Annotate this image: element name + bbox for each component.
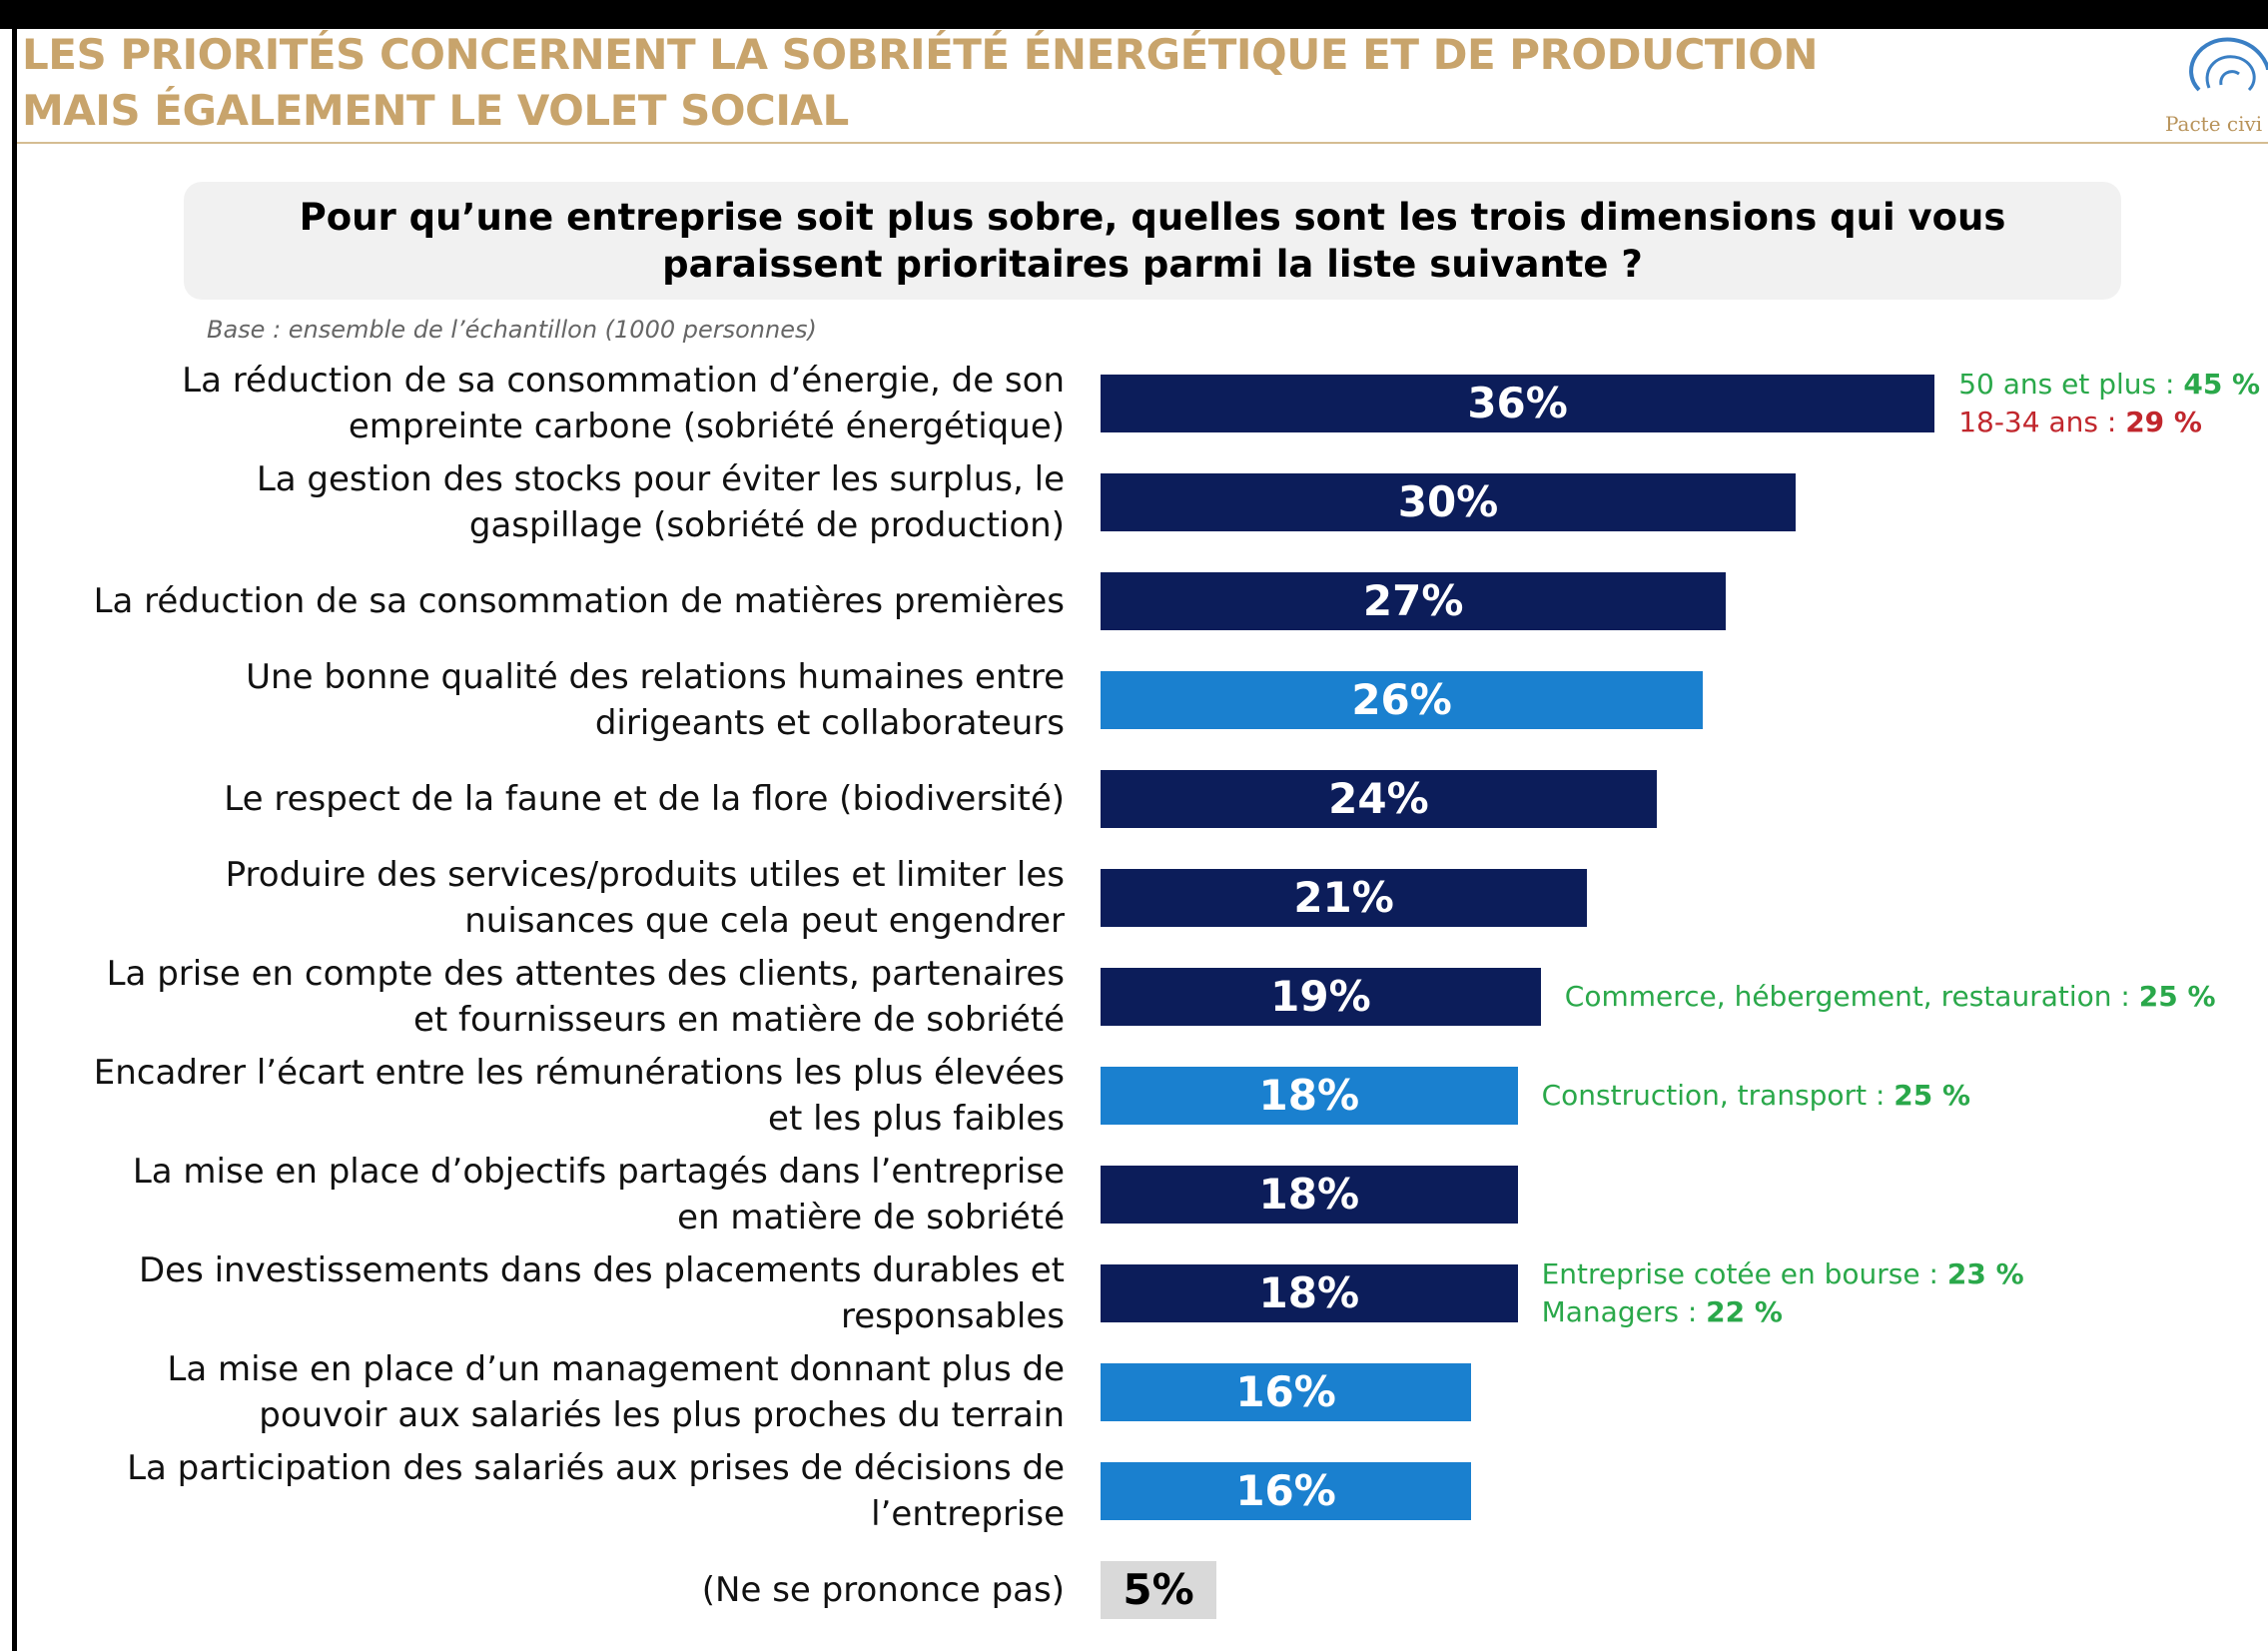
category-label: La prise en compte des attentes des clie… xyxy=(106,954,1065,1040)
chart-title: Pour qu’une entreprise soit plus sobre, … xyxy=(299,196,2006,286)
value-label: 21% xyxy=(1293,873,1394,922)
value-label: 26% xyxy=(1351,675,1452,724)
logo-icon xyxy=(2189,37,2268,92)
question-box: Pour qu’une entreprise soit plus sobre, … xyxy=(184,182,2121,300)
category-label: Une bonne qualité des relations humaines… xyxy=(246,657,1065,743)
value-label: 30% xyxy=(1397,477,1499,526)
category-label: Le respect de la faune et de la flore (b… xyxy=(224,779,1065,819)
annotation-text: Construction, transport : xyxy=(1541,1079,1894,1112)
category-label: Produire des services/produits utiles et… xyxy=(225,855,1065,941)
bar: 18% xyxy=(1101,1166,1518,1224)
bar: 5% xyxy=(1101,1561,1216,1619)
bar: 24% xyxy=(1101,770,1657,828)
page-title: MAIS ÉGALEMENT LE VOLET SOCIAL xyxy=(22,86,849,135)
annotation-text: Managers : xyxy=(1541,1295,1707,1328)
annotation-text: 50 ans et plus : xyxy=(1958,368,2184,401)
title-rule xyxy=(17,142,2268,144)
category-label: La participation des salariés aux prises… xyxy=(127,1448,1065,1534)
bar: 18% xyxy=(1101,1067,1518,1125)
annotation-line: Managers : 22 % xyxy=(1542,1293,2024,1331)
bar: 16% xyxy=(1101,1363,1472,1421)
category-label: La mise en place d’un management donnant… xyxy=(167,1349,1065,1435)
annotation-value: 25 % xyxy=(2138,980,2216,1013)
left-border xyxy=(12,0,17,1651)
value-label: 27% xyxy=(1362,576,1464,625)
value-label: 18% xyxy=(1258,1268,1360,1317)
category-label: La réduction de sa consommation de matiè… xyxy=(93,581,1065,621)
annotation-value: 45 % xyxy=(2183,368,2261,401)
value-label: 18% xyxy=(1258,1170,1360,1219)
value-label: 18% xyxy=(1258,1071,1360,1120)
annotation-line: Entreprise cotée en bourse : 23 % xyxy=(1542,1255,2024,1293)
bar: 36% xyxy=(1101,375,1935,432)
bar: 18% xyxy=(1101,1264,1518,1322)
bar: 16% xyxy=(1101,1462,1472,1520)
value-label: 16% xyxy=(1235,1466,1336,1515)
top-border xyxy=(0,0,2268,29)
annotation-value: 29 % xyxy=(2125,406,2202,438)
annotation-text: Commerce, hébergement, restauration : xyxy=(1564,980,2139,1013)
bar: 21% xyxy=(1101,869,1588,927)
value-label: 5% xyxy=(1123,1565,1194,1614)
bar: 27% xyxy=(1101,572,1727,630)
category-label: Encadrer l’écart entre les rémunérations… xyxy=(93,1053,1065,1139)
annotation-line: Commerce, hébergement, restauration : 25… xyxy=(1565,978,2216,1016)
annotation: Construction, transport : 25 % xyxy=(1542,1077,1970,1115)
annotation: 50 ans et plus : 45 % 18-34 ans : 29 % xyxy=(1958,366,2260,441)
category-label: La mise en place d’objectifs partagés da… xyxy=(132,1152,1065,1238)
value-label: 19% xyxy=(1270,972,1371,1021)
category-label: La réduction de sa consommation d’énergi… xyxy=(182,361,1065,446)
annotation: Entreprise cotée en bourse : 23 % Manager… xyxy=(1542,1255,2024,1331)
annotation-value: 23 % xyxy=(1946,1257,2024,1290)
annotation-line: Construction, transport : 25 % xyxy=(1542,1077,1970,1115)
value-label: 36% xyxy=(1467,379,1568,427)
bar: 30% xyxy=(1101,473,1796,531)
page-title: LES PRIORITÉS CONCERNENT LA SOBRIÉTÉ ÉNE… xyxy=(22,30,1819,79)
annotation: Commerce, hébergement, restauration : 25… xyxy=(1565,978,2216,1016)
logo-text: Pacte civi xyxy=(2165,112,2263,136)
chart-subtitle: Base : ensemble de l’échantillon (1000 p… xyxy=(207,316,817,344)
annotation-text: 18-34 ans : xyxy=(1958,406,2126,438)
category-label: (Ne se prononce pas) xyxy=(701,1570,1065,1610)
bar: 19% xyxy=(1101,968,1541,1026)
value-label: 24% xyxy=(1328,774,1429,823)
annotation-line: 50 ans et plus : 45 % xyxy=(1958,366,2260,404)
annotation-value: 25 % xyxy=(1893,1079,1971,1112)
value-label: 16% xyxy=(1235,1367,1336,1416)
annotation-line: 18-34 ans : 29 % xyxy=(1958,404,2260,441)
category-label: Des investissements dans des placements … xyxy=(138,1250,1065,1336)
category-label: La gestion des stocks pour éviter les su… xyxy=(256,459,1065,545)
annotation-text: Entreprise cotée en bourse : xyxy=(1541,1257,1947,1290)
bar: 26% xyxy=(1101,671,1704,729)
annotation-value: 22 % xyxy=(1706,1295,1783,1328)
